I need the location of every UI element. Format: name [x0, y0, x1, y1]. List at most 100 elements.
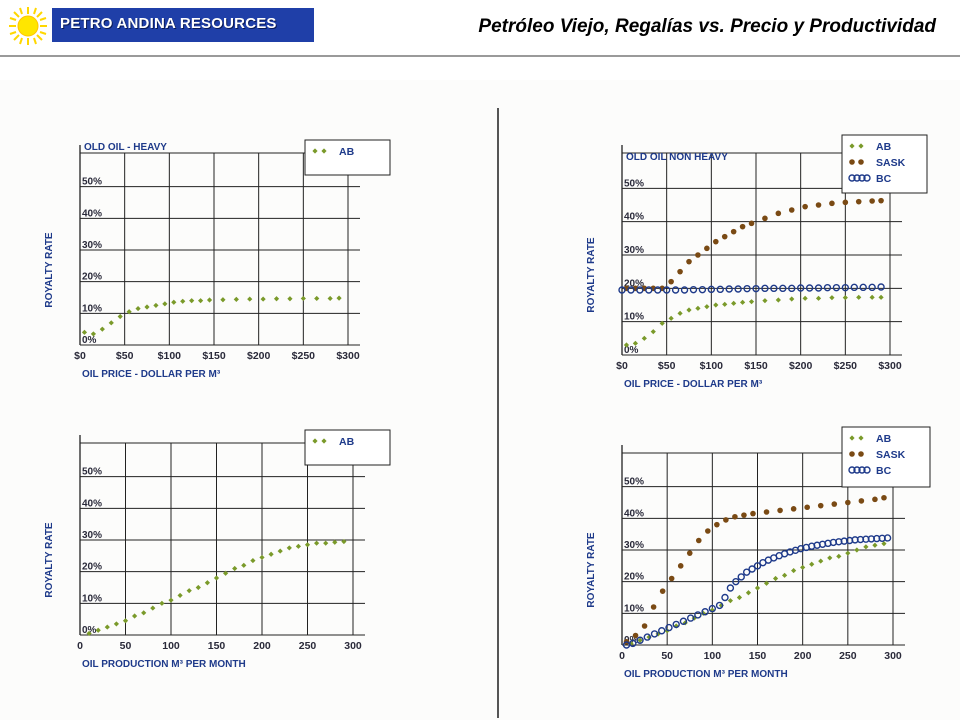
data-point-sask [831, 501, 838, 507]
data-point-bc [650, 630, 659, 638]
data-point-sask [762, 215, 768, 222]
legend-marker [853, 466, 861, 474]
x-tick-label: $250 [292, 350, 316, 362]
data-point-ab [213, 575, 220, 581]
data-point-ab [177, 592, 183, 599]
data-point-ab [332, 539, 338, 545]
data-point-sask [881, 494, 887, 501]
data-point-ab [800, 564, 806, 571]
sun-logo-icon [9, 7, 47, 45]
legend-marker [848, 466, 856, 474]
brand-banner [52, 8, 314, 42]
data-point-bc [868, 283, 876, 292]
data-point-ab [260, 296, 266, 302]
legend-entry: AB [339, 146, 355, 158]
data-point-sask [705, 528, 711, 534]
data-point-bc [742, 568, 751, 576]
data-point-bc [694, 611, 702, 619]
data-point-ab [186, 588, 192, 594]
data-point-sask [845, 499, 851, 506]
data-point-ab [122, 618, 129, 624]
data-point-ab [782, 572, 788, 578]
data-point-ab [259, 554, 265, 561]
y-axis-label: ROYALTY RATE [586, 532, 597, 608]
x-tick-label: $150 [744, 360, 768, 372]
data-point-ab [233, 296, 239, 302]
series-sask [623, 197, 884, 292]
data-point-ab [869, 294, 875, 300]
data-point-sask [815, 202, 822, 208]
legend-entry: SASK [876, 157, 906, 169]
data-point-ab [713, 302, 719, 308]
data-point-sask [714, 521, 720, 528]
series-ab [81, 295, 342, 337]
data-point-bc [748, 565, 756, 573]
legend-marker [858, 466, 866, 474]
data-point-sask [790, 506, 797, 512]
x-tick-label: 250 [839, 650, 857, 662]
data-point-ab [772, 575, 779, 582]
y-tick-label: 40% [624, 212, 644, 223]
chart-old-oil-non-heavy: 0% 10% 20% 30% 40% 50% $0 $50 $100 $150 $200 $250 $3… [586, 134, 928, 390]
data-point-sask [763, 509, 770, 515]
data-point-ab [802, 295, 808, 301]
data-point-ab [273, 296, 280, 302]
x-tick-label: $200 [789, 360, 813, 372]
data-point-ab [189, 298, 195, 304]
data-point-sask [802, 203, 808, 210]
legend-marker [312, 438, 318, 444]
y-tick-label: 0% [82, 625, 97, 636]
y-axis-label: ROYALTY RATE [586, 237, 597, 313]
data-point-bc [779, 284, 787, 293]
y-tick-label: 10% [82, 593, 102, 604]
data-point-bc [627, 286, 635, 294]
data-point-ab [668, 315, 674, 321]
data-point-ab [132, 613, 138, 619]
y-tick-label: 50% [624, 477, 644, 488]
data-point-ab [220, 297, 226, 303]
legend-marker [863, 174, 871, 182]
y-tick-label: 30% [624, 245, 644, 256]
y-tick-label: 10% [624, 312, 644, 323]
y-axis-label: ROYALTY RATE [44, 522, 55, 598]
data-point-ab [287, 296, 293, 302]
data-point-bc [877, 283, 885, 291]
y-tick-label: 40% [624, 508, 644, 519]
data-point-ab [159, 600, 165, 606]
x-tick-label: $50 [116, 350, 134, 362]
data-point-ab [314, 540, 320, 546]
legend-entry: AB [876, 433, 892, 445]
data-point-ab [126, 309, 132, 315]
x-tick-label: $0 [616, 360, 628, 372]
series-bc [618, 283, 885, 294]
legend-entry: BC [876, 465, 892, 477]
x-axis-label: OIL PRICE - DOLLAR PER M³ [82, 369, 221, 380]
legend-marker [849, 451, 855, 457]
data-point-ab [878, 294, 884, 300]
data-point-bc [686, 614, 695, 622]
legend-marker [858, 435, 864, 441]
data-point-ab [286, 545, 292, 551]
legend-marker [858, 451, 864, 457]
data-point-ab [863, 544, 869, 550]
data-point-bc [859, 283, 867, 292]
data-point-sask [695, 252, 701, 258]
chart-heavy-production: 0% 10% 20% 30% 40% 50% 0 50 100 150 200 250 300 OIL P… [44, 429, 391, 670]
data-point-bc [645, 286, 653, 294]
data-point-sask [721, 233, 728, 240]
data-point-bc [721, 593, 729, 602]
x-tick-label: 300 [344, 640, 362, 652]
data-point-bc [883, 534, 892, 542]
data-point-ab [135, 305, 141, 312]
data-point-ab [740, 299, 746, 305]
data-point-sask [650, 604, 657, 610]
x-tick-label: $300 [878, 360, 902, 372]
data-point-ab [641, 335, 647, 341]
data-point-ab [117, 313, 123, 320]
data-point-bc [832, 283, 841, 292]
legend-marker [849, 143, 855, 149]
data-point-ab [195, 584, 201, 591]
data-point-ab [341, 538, 347, 545]
data-point-ab [171, 299, 177, 305]
data-point-ab [827, 555, 833, 561]
